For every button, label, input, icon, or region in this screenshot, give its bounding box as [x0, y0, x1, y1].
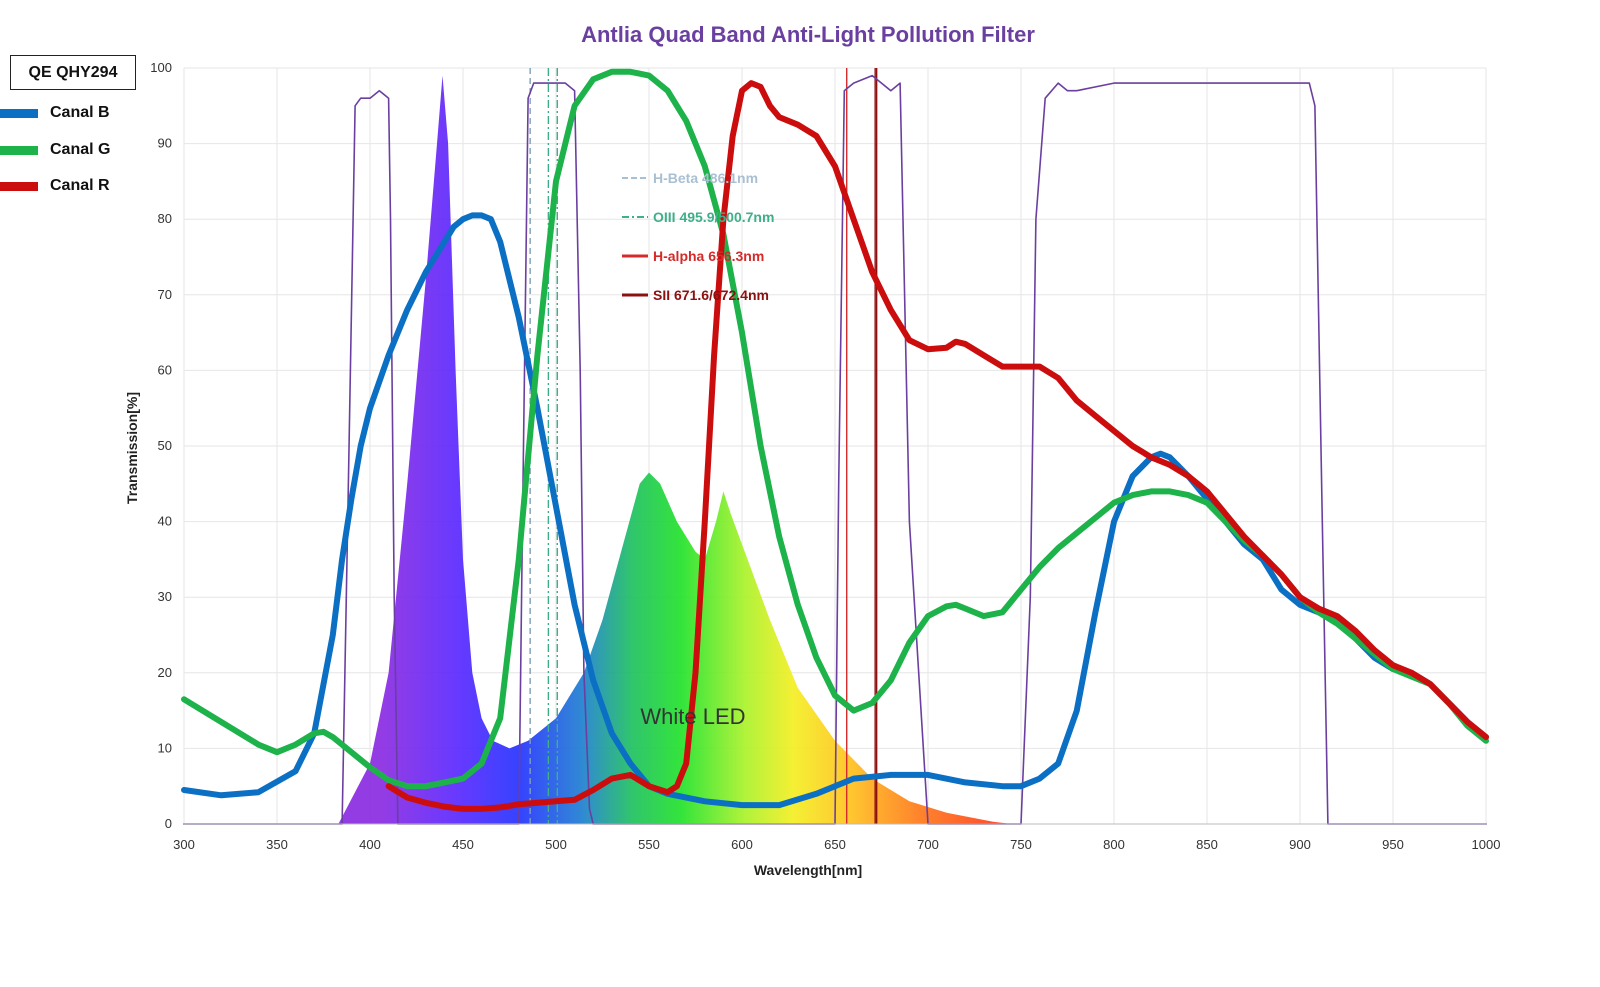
x-tick-label: 550 — [638, 837, 660, 852]
x-tick-label: 700 — [917, 837, 939, 852]
series-canal-r — [385, 80, 1489, 812]
legend-label-r: Canal R — [50, 177, 110, 194]
x-tick-label: 850 — [1196, 837, 1218, 852]
x-tick-label: 600 — [731, 837, 753, 852]
x-tick-label: 800 — [1103, 837, 1125, 852]
series-antlia-quad-band — [183, 74, 1487, 825]
y-tick-label: 10 — [158, 740, 172, 755]
y-tick-label: 90 — [158, 136, 172, 151]
x-tick-label: 400 — [359, 837, 381, 852]
line-legend-label: H-alpha 656.3nm — [653, 248, 764, 264]
white-led-spectrum — [338, 75, 1012, 825]
line-legend-label: OIII 495.9/500.7nm — [653, 209, 774, 225]
white-led-area — [338, 75, 1012, 825]
x-tick-label: 1000 — [1472, 837, 1501, 852]
x-tick-label: 900 — [1289, 837, 1311, 852]
legend-label-b: Canal B — [50, 104, 110, 121]
y-tick-label: 40 — [158, 514, 172, 529]
x-tick-label: 450 — [452, 837, 474, 852]
y-tick-label: 50 — [158, 438, 172, 453]
line-legend-label: H-Beta 486.1nm — [653, 170, 758, 186]
series-canal-b — [181, 212, 1489, 809]
y-axis-label: Transmission[%] — [124, 392, 140, 504]
x-axis-label: Wavelength[nm] — [754, 862, 862, 878]
y-tick-label: 0 — [165, 816, 172, 831]
y-tick-label: 20 — [158, 665, 172, 680]
axes: 300 350 400 450 500 550 600 650 700 750 800 850 900 9… — [150, 60, 1500, 852]
x-tick-label: 500 — [545, 837, 567, 852]
line-legend: H-Beta 486.1nm OIII 495.9/500.7nm H-alpha … — [622, 170, 774, 303]
line-legend-label: SII 671.6/672.4nm — [653, 287, 769, 303]
x-tick-label: 300 — [173, 837, 195, 852]
legend-label-g: Canal G — [50, 141, 111, 158]
x-tick-label: 350 — [266, 837, 288, 852]
x-tick-label: 650 — [824, 837, 846, 852]
legend-swatch-r — [0, 181, 38, 191]
y-tick-label: 30 — [158, 589, 172, 604]
y-tick-label: 100 — [150, 60, 172, 75]
white-led-annotation: White LED — [640, 704, 745, 729]
legend-item-canal-g: Canal G — [0, 138, 110, 162]
series-lines — [181, 68, 1489, 825]
legend-item-canal-r: Canal R — [0, 174, 110, 198]
y-tick-label: 80 — [158, 211, 172, 226]
legend-item-canal-b: Canal B — [0, 101, 110, 125]
grid-lines — [183, 67, 1487, 825]
legend-title: QE QHY294 — [10, 55, 136, 90]
x-tick-label: 750 — [1010, 837, 1032, 852]
legend-swatch-b — [0, 108, 38, 118]
legend-swatch-g — [0, 145, 38, 155]
y-tick-label: 60 — [158, 362, 172, 377]
x-tick-label: 950 — [1382, 837, 1404, 852]
y-tick-label: 70 — [158, 287, 172, 302]
chart-title: Antlia Quad Band Anti-Light Pollution Fi… — [581, 22, 1035, 47]
